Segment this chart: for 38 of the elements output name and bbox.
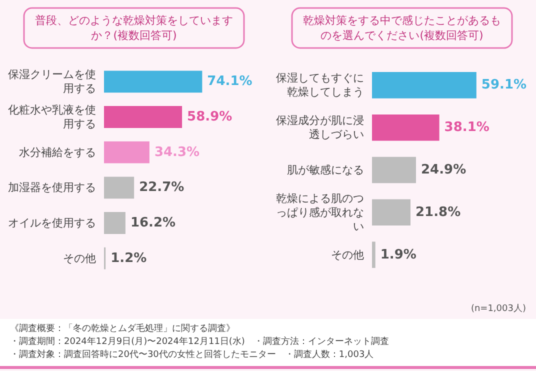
y-tick-label: その他: [63, 252, 96, 265]
bar: [372, 242, 376, 268]
data-label: 21.8%: [416, 204, 461, 220]
data-label: 34.3%: [154, 144, 200, 160]
y-tick-label: 水分補給をする: [19, 146, 96, 159]
data-label: 74.1%: [207, 74, 252, 90]
data-label: 1.2%: [110, 250, 147, 266]
y-tick-label: 保湿してもすぐに乾燥してしまう: [276, 72, 364, 99]
data-label: 38.1%: [444, 120, 490, 136]
y-tick-label: 保湿成分が肌に浸透しづらい: [276, 114, 364, 142]
y-tick-label: 乾燥による肌のつっぱり感が取れない: [276, 192, 364, 233]
y-tick-label: オイルを使用する: [8, 216, 96, 230]
bar: [372, 199, 411, 226]
y-tick-label: 化粧水や乳液を使用する: [8, 104, 96, 130]
bar: [372, 156, 416, 184]
bar: [104, 176, 134, 199]
chart-title: 普段、どのような乾燥対策をしていますか？(複数回答可): [35, 14, 233, 42]
bar: [104, 106, 182, 128]
y-tick-label: 加湿器を使用する: [8, 181, 96, 194]
text: 《調査概要：「冬の乾燥とムダ毛処理」に関する調査》: [10, 323, 236, 336]
bar: [104, 141, 150, 164]
bar: [372, 114, 440, 141]
data-label: 1.9%: [380, 247, 416, 262]
text: (n=1,003人): [470, 302, 527, 316]
data-label: 24.9%: [420, 162, 466, 178]
data-label: 58.9%: [187, 110, 232, 124]
data-label: 59.1%: [481, 78, 527, 93]
text: ・調査期間：2024年12月9日(月)〜2024年12月11日(水) ・調査方法：インターネット調査: [10, 336, 390, 349]
data-label: 22.7%: [139, 180, 184, 196]
bar: [104, 70, 202, 93]
bar: [372, 72, 476, 98]
y-tick-label: その他: [331, 248, 364, 262]
y-tick-label: 保湿クリームを使用する: [8, 68, 96, 96]
bar: [104, 212, 126, 234]
data-label: 16.2%: [130, 216, 176, 230]
text: ・調査対象：調査回答時に20代〜30代の女性と回答したモニター ・調査人数：1,003人: [10, 349, 375, 362]
chart-title: 乾燥対策をする中で感じたことがあるものを選んでください(複数回答可): [303, 14, 501, 42]
y-tick-label: 肌が敏感になる: [287, 164, 364, 176]
